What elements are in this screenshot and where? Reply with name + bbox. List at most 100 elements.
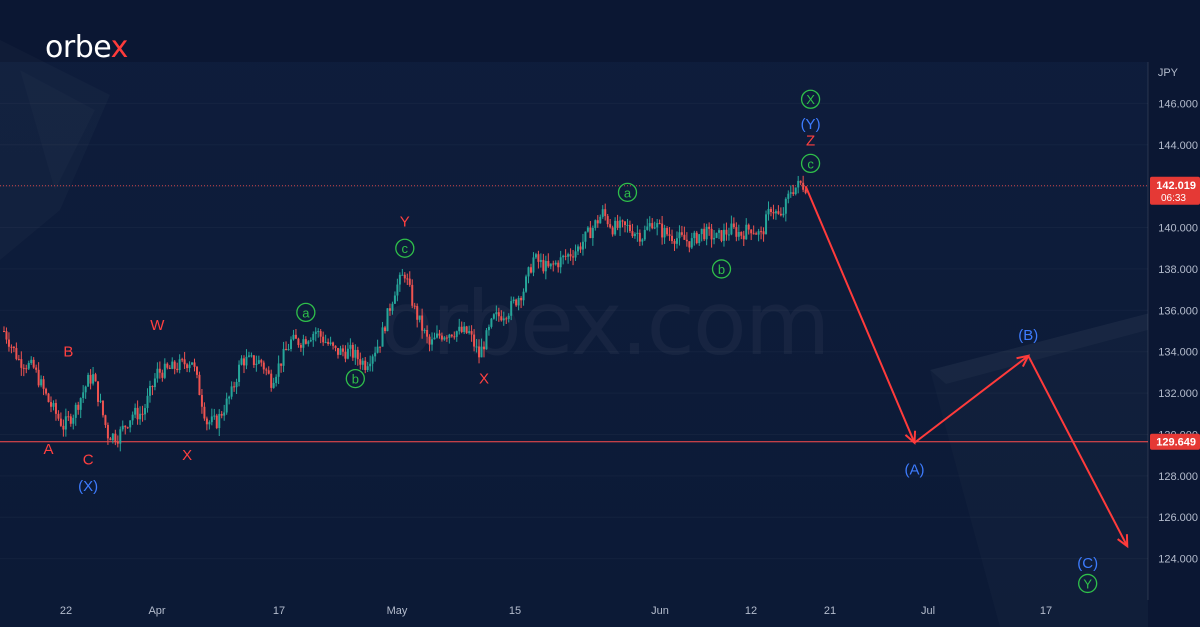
candle-body	[626, 224, 629, 226]
candle-body	[552, 263, 555, 265]
candle-body	[554, 262, 557, 265]
wave-label: (C)	[1077, 555, 1098, 572]
candle-body	[624, 221, 627, 226]
candle-body	[421, 315, 424, 331]
candle-body	[532, 257, 535, 273]
candle-body	[675, 238, 678, 244]
candle-body	[685, 239, 688, 242]
projection	[804, 185, 1129, 549]
candle-body	[460, 326, 463, 333]
top-bar	[0, 0, 1200, 62]
candle-body	[200, 395, 203, 407]
candle-body	[252, 355, 255, 365]
candle-body	[628, 224, 631, 232]
candle-body	[106, 424, 109, 439]
candle-body	[84, 386, 87, 393]
candle-body	[265, 369, 268, 371]
candle-body	[309, 340, 312, 342]
candle-body	[346, 348, 349, 359]
candle-body	[386, 308, 389, 332]
candle-body	[393, 295, 396, 304]
candle-body	[235, 381, 238, 388]
wave-label-circle	[1078, 573, 1098, 594]
candle-body	[134, 407, 137, 415]
candle-body	[621, 220, 624, 222]
candle-body	[77, 404, 80, 410]
candle-body	[287, 349, 290, 351]
x-tick-label: 17	[273, 605, 285, 617]
candle-body	[50, 402, 53, 407]
candle-body	[480, 346, 483, 358]
candle-body	[673, 241, 676, 244]
x-tick-label: 12	[745, 605, 757, 617]
wave-label: B	[63, 344, 73, 361]
x-tick-label: Jun	[651, 605, 669, 617]
candle-body	[448, 334, 451, 338]
candle-body	[443, 337, 446, 340]
candle-body	[755, 233, 758, 235]
candle-body	[683, 234, 686, 240]
candle-body	[512, 299, 515, 302]
candle-body	[539, 259, 542, 262]
candle-body	[297, 338, 300, 346]
candle-body	[364, 360, 367, 371]
candle-body	[5, 331, 8, 340]
candle-body	[599, 216, 602, 224]
candle-body	[789, 192, 792, 194]
wave-label: W	[150, 317, 165, 334]
wave-label: A	[44, 441, 54, 458]
candle-body	[151, 385, 154, 388]
candle-body	[567, 254, 570, 257]
y-tick-label: 128.000	[1158, 471, 1198, 483]
candle-body	[492, 314, 495, 319]
candle-body	[124, 425, 127, 428]
candle-body	[388, 308, 391, 311]
candle-body	[233, 386, 236, 388]
candle-body	[413, 305, 416, 307]
candle-body	[22, 367, 25, 369]
wave-label: b	[352, 372, 359, 387]
candle-body	[428, 336, 431, 345]
wave-label: (X)	[78, 478, 98, 495]
candle-body	[616, 220, 619, 228]
candle-body	[482, 346, 485, 350]
candle-body	[369, 363, 372, 367]
wave-label: c	[807, 156, 814, 171]
candle-body	[94, 374, 97, 382]
candle-body	[458, 326, 461, 332]
wave-label: a	[302, 305, 310, 320]
candle-body	[596, 220, 599, 224]
wave-label: (B)	[1018, 327, 1038, 344]
candle-body	[45, 388, 48, 394]
candle-body	[109, 438, 112, 441]
candle-body	[453, 336, 456, 338]
candle-body	[510, 301, 513, 316]
wave-label: a	[624, 185, 632, 200]
candle-body	[802, 182, 805, 190]
candle-body	[54, 403, 57, 414]
candle-body	[282, 348, 285, 366]
candle-body	[158, 368, 161, 373]
candle-body	[52, 403, 55, 407]
candle-body	[797, 180, 800, 188]
candle-body	[787, 193, 790, 199]
wave-label: X	[479, 371, 489, 388]
candle-body	[450, 334, 453, 337]
candle-body	[285, 348, 288, 351]
wave-label: X	[182, 447, 192, 464]
wave-label-circle	[617, 182, 638, 203]
x-tick-label: 15	[509, 605, 521, 617]
candle-body	[433, 337, 436, 340]
x-tick-label: Apr	[148, 605, 165, 617]
orbex-logo: orbex	[45, 30, 128, 65]
candle-body	[465, 326, 468, 333]
countdown-text: 06:33	[1161, 193, 1186, 204]
candle-body	[25, 368, 28, 370]
candle-body	[403, 274, 406, 279]
candle-body	[534, 254, 537, 258]
y-tick-label: 136.000	[1158, 305, 1198, 317]
candle-body	[255, 363, 258, 365]
candle-body	[148, 385, 151, 396]
